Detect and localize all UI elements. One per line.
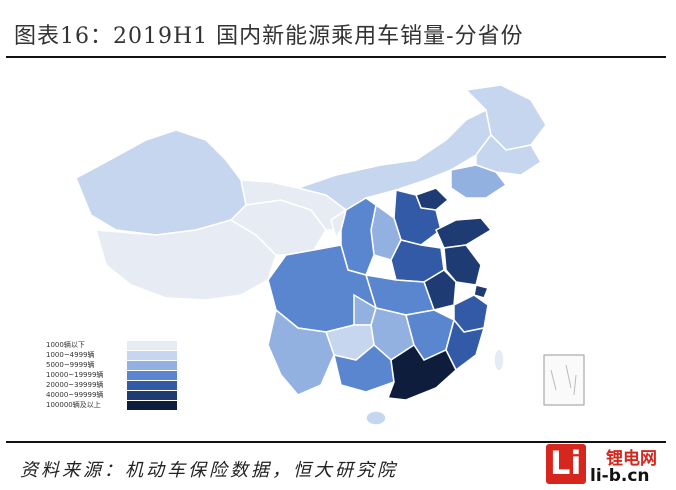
- logo-text-url: li-b.cn: [590, 466, 650, 486]
- figure-title: 图表16：2019H1 国内新能源乘用车销量-分省份: [14, 24, 524, 49]
- source-divider: [6, 441, 666, 443]
- legend-item: 10000~19999辆: [46, 369, 186, 381]
- region-ningxia: [330, 208, 348, 240]
- legend-label: 40000~99999辆: [46, 391, 104, 399]
- map-canvas: [75, 84, 585, 426]
- legend-item: 1000~4999辆: [46, 349, 186, 361]
- legend-label: 1000~4999辆: [46, 351, 95, 359]
- map-legend: 1000辆以下 1000~4999辆 5000~9999辆 10000~1999…: [46, 339, 186, 411]
- legend-item: 5000~9999辆: [46, 359, 186, 371]
- legend-label: 100000辆及以上: [46, 401, 101, 409]
- region-liaoning: [450, 164, 508, 199]
- legend-label: 1000辆以下: [46, 341, 85, 349]
- region-xinjiang: [75, 129, 247, 236]
- region-jilin: [475, 133, 543, 176]
- region-shanghai: [473, 284, 490, 299]
- legend-label: 5000~9999辆: [46, 361, 95, 369]
- legend-label: 10000~19999辆: [46, 371, 104, 379]
- legend-item: 40000~99999辆: [46, 389, 186, 401]
- region-yunnan: [267, 308, 335, 396]
- region-hainan: [365, 410, 387, 426]
- region-tibet: [94, 219, 277, 301]
- region-shandong: [435, 217, 493, 249]
- legend-item: 1000辆以下: [46, 339, 186, 351]
- south-china-sea-inset: [543, 354, 585, 406]
- region-guangdong: [386, 343, 457, 401]
- region-taiwan: [493, 348, 505, 372]
- source-note: 资料来源：机动车保险数据，恒大研究院: [20, 460, 398, 481]
- logo-text-cn: 锂电网: [606, 449, 657, 469]
- region-shaanxi: [340, 197, 377, 276]
- legend-item: 20000~39999辆: [46, 379, 186, 391]
- legend-swatch: [126, 399, 178, 411]
- legend-label: 20000~39999辆: [46, 381, 104, 389]
- logo-mark-icon: Li: [546, 444, 586, 484]
- legend-item: 100000辆及以上: [46, 399, 186, 411]
- china-choropleth-map: [36, 70, 596, 432]
- title-divider: [6, 56, 666, 58]
- site-logo: Li 锂电网 li-b.cn: [546, 444, 668, 488]
